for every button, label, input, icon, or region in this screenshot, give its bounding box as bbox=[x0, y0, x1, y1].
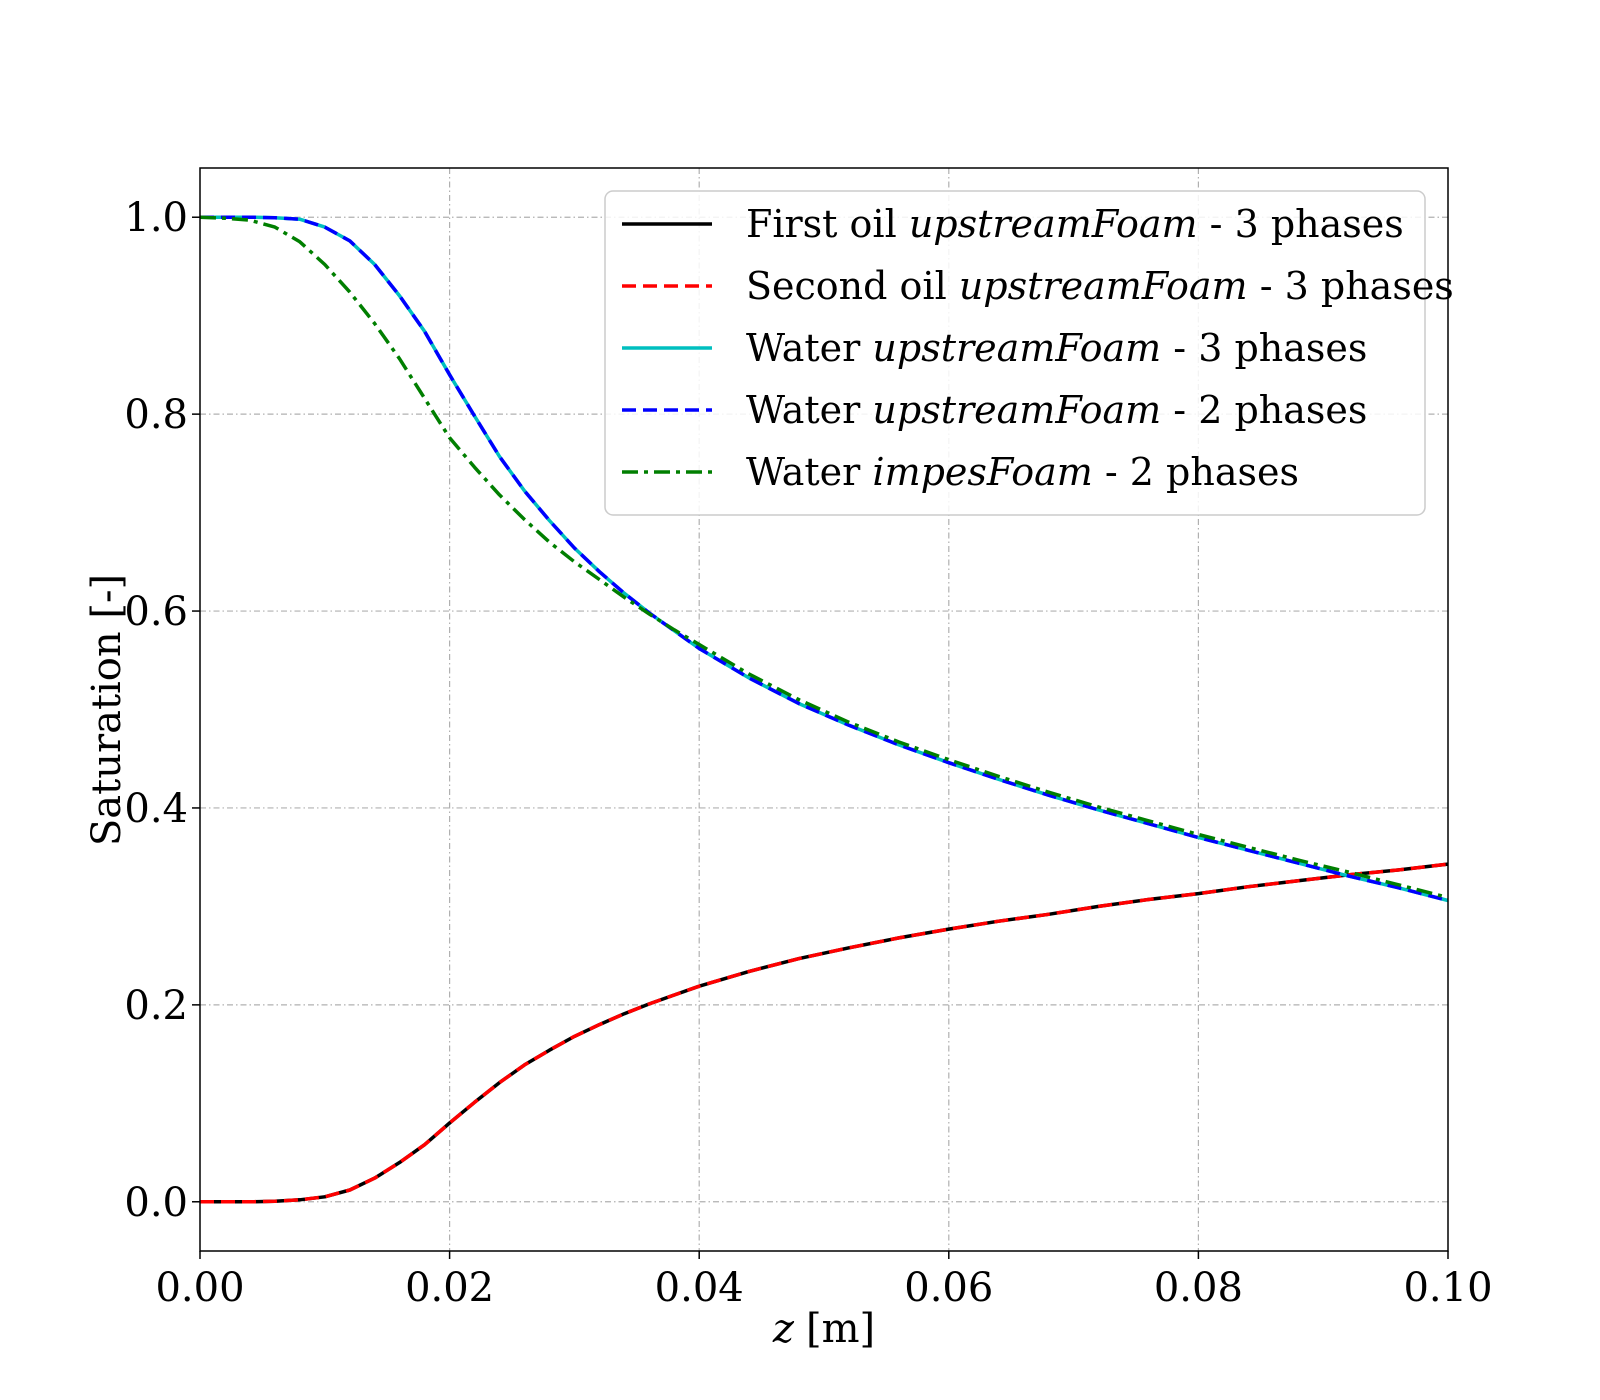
x-axis-ticks: 0.00 0.02 0.04 0.06 0.08 0.10 bbox=[155, 1251, 1493, 1311]
legend-label-suffix: - 2 phases bbox=[1093, 450, 1299, 494]
legend-label-3: Water upstreamFoam - 3 phases bbox=[746, 326, 1367, 370]
legend-label-solver: impesFoam bbox=[872, 450, 1092, 494]
x-tick-label: 0.00 bbox=[155, 1265, 244, 1311]
legend: First oil upstreamFoam - 3 phasesSecond … bbox=[604, 190, 1454, 516]
legend-label-solver: upstreamFoam bbox=[909, 202, 1198, 246]
series-line-5 bbox=[199, 215, 1449, 900]
legend-label-prefix: Second oil bbox=[746, 264, 959, 308]
y-tick-label: 0.6 bbox=[124, 589, 188, 635]
legend-label-suffix: - 2 phases bbox=[1161, 388, 1367, 432]
legend-label-solver: upstreamFoam bbox=[959, 264, 1248, 308]
x-tick-label: 0.08 bbox=[1154, 1265, 1243, 1311]
legend-label-suffix: - 3 phases bbox=[1248, 264, 1454, 308]
legend-label-2: Second oil upstreamFoam - 3 phases bbox=[746, 264, 1454, 308]
series-line-4 bbox=[200, 215, 1449, 903]
y-tick-label: 0.8 bbox=[124, 392, 188, 438]
y-tick-label: 0.2 bbox=[124, 983, 188, 1029]
series-line-2 bbox=[200, 862, 1449, 1204]
legend-label-prefix: Water bbox=[746, 326, 872, 370]
series-layer bbox=[199, 215, 1449, 1204]
legend-label-4: Water upstreamFoam - 2 phases bbox=[746, 388, 1367, 432]
legend-label-solver: upstreamFoam bbox=[872, 388, 1161, 432]
x-tick-label: 0.02 bbox=[405, 1265, 494, 1311]
x-tick-label: 0.06 bbox=[904, 1265, 993, 1311]
y-axis-ticks: 0.0 0.2 0.4 0.6 0.8 1.0 bbox=[124, 195, 200, 1226]
x-tick-label: 0.10 bbox=[1403, 1265, 1492, 1311]
y-axis-title: Saturation [-] bbox=[84, 574, 130, 846]
y-tick-label: 1.0 bbox=[124, 195, 188, 241]
y-tick-label: 0.0 bbox=[124, 1180, 188, 1226]
y-tick-label: 0.4 bbox=[124, 786, 188, 832]
legend-box bbox=[604, 190, 1426, 516]
legend-label-suffix: - 3 phases bbox=[1198, 202, 1404, 246]
x-axis-unit: [m] bbox=[806, 1306, 875, 1352]
legend-label-prefix: Water bbox=[746, 388, 872, 432]
legend-label-suffix: - 3 phases bbox=[1161, 326, 1367, 370]
x-tick-label: 0.04 bbox=[655, 1265, 744, 1311]
legend-label-solver: upstreamFoam bbox=[872, 326, 1161, 370]
x-axis-title: z [m] bbox=[772, 1306, 875, 1352]
legend-label-1: First oil upstreamFoam - 3 phases bbox=[746, 202, 1404, 246]
plot-frame bbox=[199, 167, 1449, 1252]
x-axis-variable: z bbox=[772, 1306, 795, 1352]
legend-label-5: Water impesFoam - 2 phases bbox=[746, 450, 1299, 494]
legend-label-prefix: Water bbox=[746, 450, 872, 494]
legend-label-prefix: First oil bbox=[746, 202, 909, 246]
